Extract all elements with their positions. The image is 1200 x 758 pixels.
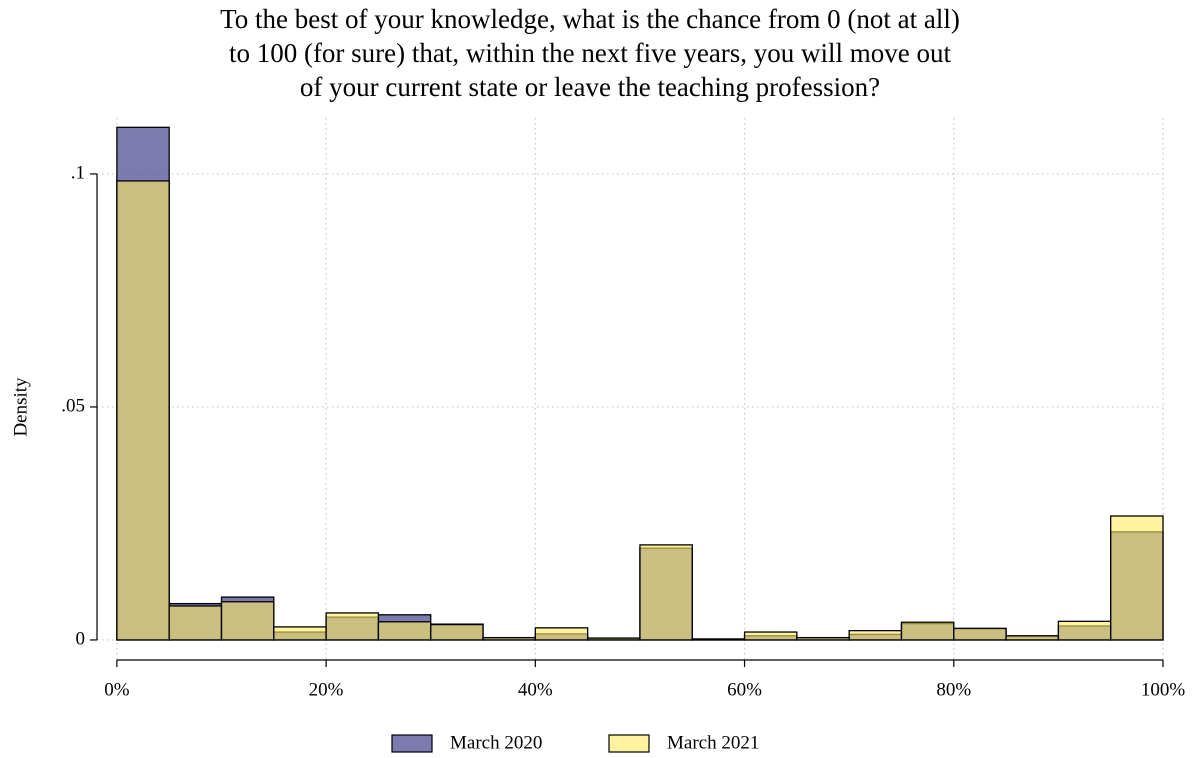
bar (273, 626, 327, 641)
legend-swatch (608, 734, 650, 753)
x-tick-label: 40% (518, 679, 553, 700)
bar (220, 601, 275, 641)
x-tick-label: 60% (727, 679, 762, 700)
x-tick-label: 20% (309, 679, 344, 700)
y-tick-label: .05 (61, 395, 85, 416)
bar (325, 612, 380, 641)
x-tick-label: 100% (1141, 679, 1186, 700)
bar (639, 544, 693, 641)
bar (691, 638, 746, 641)
y-axis-label: Density (10, 377, 31, 437)
bar (586, 637, 641, 641)
legend-swatch (391, 734, 433, 753)
y-tick-label: .1 (71, 162, 85, 183)
legend-label: March 2020 (450, 732, 542, 753)
bar (377, 621, 432, 641)
bar (743, 631, 798, 641)
bar (1057, 620, 1112, 641)
bar (1110, 515, 1164, 641)
bar (848, 629, 903, 641)
chart-title: to 100 (for sure) that, within the next … (229, 38, 952, 68)
x-tick-label: 0% (104, 679, 130, 700)
bar (116, 180, 170, 641)
bar (430, 623, 484, 641)
bar (796, 636, 850, 641)
y-tick-label: 0 (76, 628, 86, 649)
bar (953, 627, 1007, 641)
chart-title: of your current state or leave the teach… (300, 72, 880, 102)
chart-title: To the best of your knowledge, what is t… (220, 4, 960, 34)
bar (482, 636, 536, 641)
bar (1005, 635, 1060, 641)
bar (168, 605, 223, 641)
legend-label: March 2021 (667, 732, 759, 753)
bar (900, 621, 955, 641)
bar (534, 627, 589, 641)
x-tick-label: 80% (936, 679, 971, 700)
